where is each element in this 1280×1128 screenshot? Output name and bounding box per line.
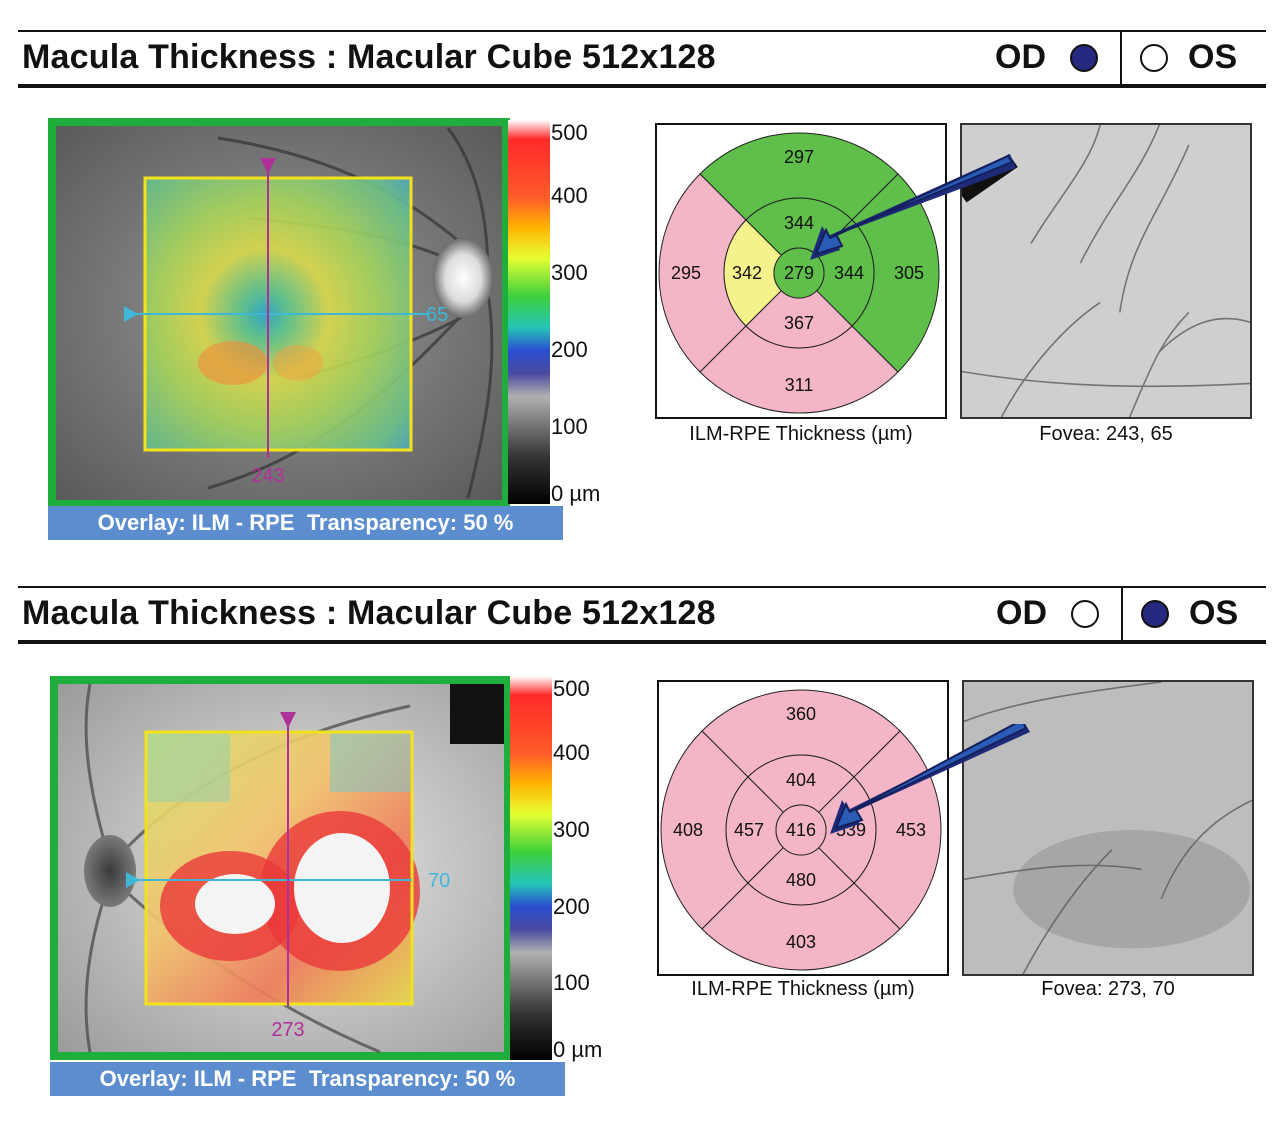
colorbar-label: 300 <box>553 817 590 842</box>
eye-divider <box>1120 32 1122 86</box>
etdrs-caption: ILM-RPE Thickness (µm) <box>691 978 915 1000</box>
thickness-map-fundus[interactable]: 70 273 <box>50 676 512 1060</box>
etdrs-center-value: 416 <box>786 820 816 840</box>
colorbar-label: 200 <box>551 337 588 362</box>
etdrs-inner-inferior-value: 367 <box>784 313 814 333</box>
overlay-settings-bar[interactable]: Overlay: ILM - RPE Transparency: 50 % <box>50 1062 565 1096</box>
report-panel-os: Macula Thickness : Macular Cube 512x128 … <box>0 556 1280 1096</box>
etdrs-center-sector[interactable] <box>773 247 825 299</box>
etdrs-inner-nasal-value: 344 <box>834 263 864 283</box>
etdrs-outer-temporal-value: 408 <box>673 820 703 840</box>
vertical-scan-label: 243 <box>251 465 284 487</box>
thickness-colorbar <box>510 676 552 1060</box>
etdrs-inner-superior-value: 404 <box>786 770 816 790</box>
etdrs-outer-temporal-value: 295 <box>671 263 701 283</box>
etdrs-outer-nasal-value: 453 <box>896 820 926 840</box>
pointer-arrow <box>810 154 1016 260</box>
colorbar-label: 0 µm <box>551 481 601 506</box>
thickness-map-fundus[interactable]: 65 243 <box>48 118 510 508</box>
slo-vessels <box>964 682 1252 974</box>
pointer-arrow <box>830 724 1030 834</box>
etdrs-outer-inferior-value: 311 <box>785 375 814 395</box>
slo-dark-region <box>1013 829 1251 949</box>
horizontal-scan-marker[interactable] <box>126 872 140 888</box>
od-label: OD <box>995 38 1046 76</box>
slo-vessels <box>962 125 1250 417</box>
etdrs-center-sector[interactable] <box>775 804 827 856</box>
colorbar-label: 100 <box>551 414 588 439</box>
etdrs-inner-inferior-value: 480 <box>786 870 816 890</box>
horizontal-scan-label: 70 <box>428 870 450 892</box>
etdrs-inner-temporal-value: 342 <box>732 263 762 283</box>
os-radio[interactable] <box>1140 44 1168 72</box>
od-radio[interactable] <box>1071 600 1099 628</box>
vertical-scan-marker[interactable] <box>260 158 276 174</box>
colorbar-gradient <box>508 120 550 504</box>
colorbar-label: 300 <box>551 260 588 285</box>
colorbar-label: 500 <box>553 676 590 701</box>
report-title: Macula Thickness : Macular Cube 512x128 <box>22 594 716 632</box>
thickness-colorbar <box>508 120 550 504</box>
etdrs-outer-nasal-value: 305 <box>894 263 924 283</box>
thick-area <box>273 345 323 381</box>
od-label: OD <box>996 594 1047 632</box>
thinner-area <box>330 732 412 792</box>
scan-grid-box <box>144 730 414 1006</box>
fundus-dark-corner <box>450 684 504 744</box>
overlay-settings-bar[interactable]: Overlay: ILM - RPE Transparency: 50 % <box>48 506 563 540</box>
etdrs-outer-superior-value: 360 <box>786 704 816 724</box>
header-rule-top <box>18 30 1266 32</box>
colorbar-label: 500 <box>551 120 588 145</box>
fovea-caption: Fovea: 273, 70 <box>1041 978 1175 1000</box>
optic-disc <box>433 238 493 318</box>
horizontal-scan-marker[interactable] <box>124 306 138 322</box>
header-rule-top <box>18 586 1266 588</box>
colorbar-label: 400 <box>553 740 590 765</box>
od-radio-selected[interactable] <box>1070 44 1098 72</box>
vertical-scan-marker[interactable] <box>280 712 296 728</box>
very-thick-area <box>294 833 390 943</box>
colorbar-label: 0 µm <box>553 1037 603 1062</box>
fundus-slo-image[interactable] <box>960 123 1252 419</box>
etdrs-inner-superior-value: 344 <box>784 213 814 233</box>
os-label: OS <box>1188 38 1238 76</box>
etdrs-caption: ILM-RPE Thickness (µm) <box>689 423 913 445</box>
etdrs-outer-inferior-value: 403 <box>786 932 816 952</box>
os-label: OS <box>1189 594 1239 632</box>
colorbar-label: 200 <box>553 894 590 919</box>
colorbar-label: 400 <box>551 183 588 208</box>
horizontal-scan-label: 65 <box>426 304 448 326</box>
etdrs-inner-temporal-value: 457 <box>734 820 764 840</box>
eye-divider <box>1121 588 1123 642</box>
colorbar-gradient <box>510 676 552 1060</box>
header-rule-bottom <box>18 84 1266 88</box>
os-radio-selected[interactable] <box>1141 600 1169 628</box>
report-panel-od: Macula Thickness : Macular Cube 512x128 … <box>0 0 1280 540</box>
vertical-scan-label: 273 <box>271 1019 304 1041</box>
etdrs-outer-superior-value: 297 <box>784 147 814 167</box>
fundus-slo-image[interactable] <box>962 680 1254 976</box>
colorbar-label: 100 <box>553 970 590 995</box>
report-title: Macula Thickness : Macular Cube 512x128 <box>22 38 716 76</box>
thinner-area <box>146 732 230 802</box>
header-rule-bottom <box>18 640 1266 644</box>
very-thick-area <box>195 874 275 934</box>
etdrs-center-value: 279 <box>784 263 814 283</box>
fovea-caption: Fovea: 243, 65 <box>1039 423 1173 445</box>
thick-area <box>198 341 268 385</box>
optic-disc <box>84 835 136 907</box>
